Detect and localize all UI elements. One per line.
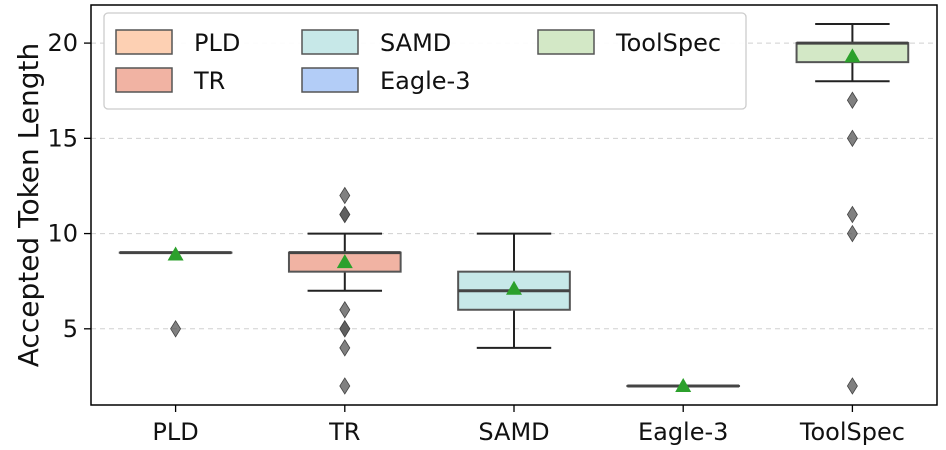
x-tick-label: TR (328, 418, 360, 446)
y-tick-label: 10 (47, 220, 78, 248)
legend-swatch (537, 29, 595, 55)
outlier-marker (339, 377, 351, 395)
x-tick-label: SAMD (478, 418, 549, 446)
outlier-marker (846, 129, 858, 148)
x-tick-label: ToolSpec (799, 418, 905, 446)
outlier-marker (846, 91, 858, 109)
y-axis-label: Accepted Token Length (12, 43, 45, 367)
legend-label: TR (193, 67, 225, 95)
x-axis: PLD TR SAMD Eagle-3 ToolSpec (152, 405, 905, 446)
outlier-marker (846, 205, 858, 224)
x-tick-label: PLD (152, 418, 198, 446)
y-tick-label: 15 (47, 124, 78, 152)
box-group (795, 23, 910, 395)
legend-item: SAMD (301, 29, 451, 57)
box-group (287, 186, 402, 395)
box-group (457, 232, 571, 349)
legend-item: TR (115, 67, 225, 95)
mean-marker (675, 377, 692, 392)
legend-item: PLD (115, 29, 240, 57)
legend-swatch (115, 29, 173, 55)
legend-swatch (301, 29, 359, 55)
box-group (118, 246, 233, 338)
legend-label: SAMD (380, 29, 451, 57)
legend: PLD TR SAMD Eagle-3 ToolSpec (103, 12, 747, 110)
outlier-marker (846, 377, 858, 395)
outlier-marker (339, 339, 351, 357)
y-tick-label: 5 (63, 315, 78, 343)
outlier-marker (339, 205, 351, 224)
outlier-marker (339, 186, 351, 205)
outlier-marker (339, 320, 351, 338)
outlier-marker (846, 224, 858, 243)
x-tick-label: Eagle-3 (638, 418, 728, 446)
legend-label: PLD (194, 29, 240, 57)
mean-marker (336, 254, 353, 269)
mean-marker (506, 280, 522, 295)
outlier-marker (170, 320, 182, 338)
y-axis: 5 10 15 20 (47, 29, 91, 343)
outlier-marker (339, 301, 351, 319)
mean-marker (844, 48, 861, 63)
legend-item: Eagle-3 (301, 67, 470, 95)
legend-label: ToolSpec (615, 29, 721, 57)
legend-item: ToolSpec (537, 29, 721, 57)
plot-area (118, 23, 910, 395)
box-group (626, 377, 741, 392)
legend-swatch (115, 67, 173, 93)
legend-label: Eagle-3 (380, 67, 470, 95)
y-tick-label: 20 (47, 29, 78, 57)
legend-swatch (301, 67, 359, 93)
mean-marker (167, 246, 184, 261)
